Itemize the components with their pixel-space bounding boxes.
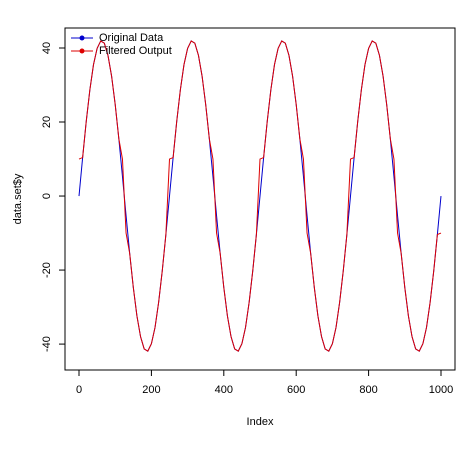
x-tick-label: 200 (142, 384, 160, 396)
x-tick-label: 400 (215, 384, 233, 396)
x-tick-label: 600 (287, 384, 305, 396)
legend-dot (79, 35, 85, 41)
series-line (78, 40, 442, 352)
x-axis-label: Index (247, 416, 274, 428)
x-tick-label: 800 (359, 384, 377, 396)
plot-frame (64, 27, 456, 371)
x-tick-label: 0 (76, 384, 82, 396)
series-line (78, 40, 442, 352)
legend-label: Filtered Output (99, 45, 172, 57)
y-tick-label: -40 (41, 336, 53, 352)
legend-dot (79, 48, 85, 54)
y-tick-label: 20 (41, 116, 53, 128)
y-tick-label: 40 (41, 42, 53, 54)
y-axis-label: data.set$y (12, 173, 24, 224)
y-tick-label: -20 (41, 262, 53, 278)
legend-label: Original Data (99, 32, 164, 44)
y-tick-label: 0 (41, 193, 53, 199)
x-tick-label: 1000 (429, 384, 453, 396)
